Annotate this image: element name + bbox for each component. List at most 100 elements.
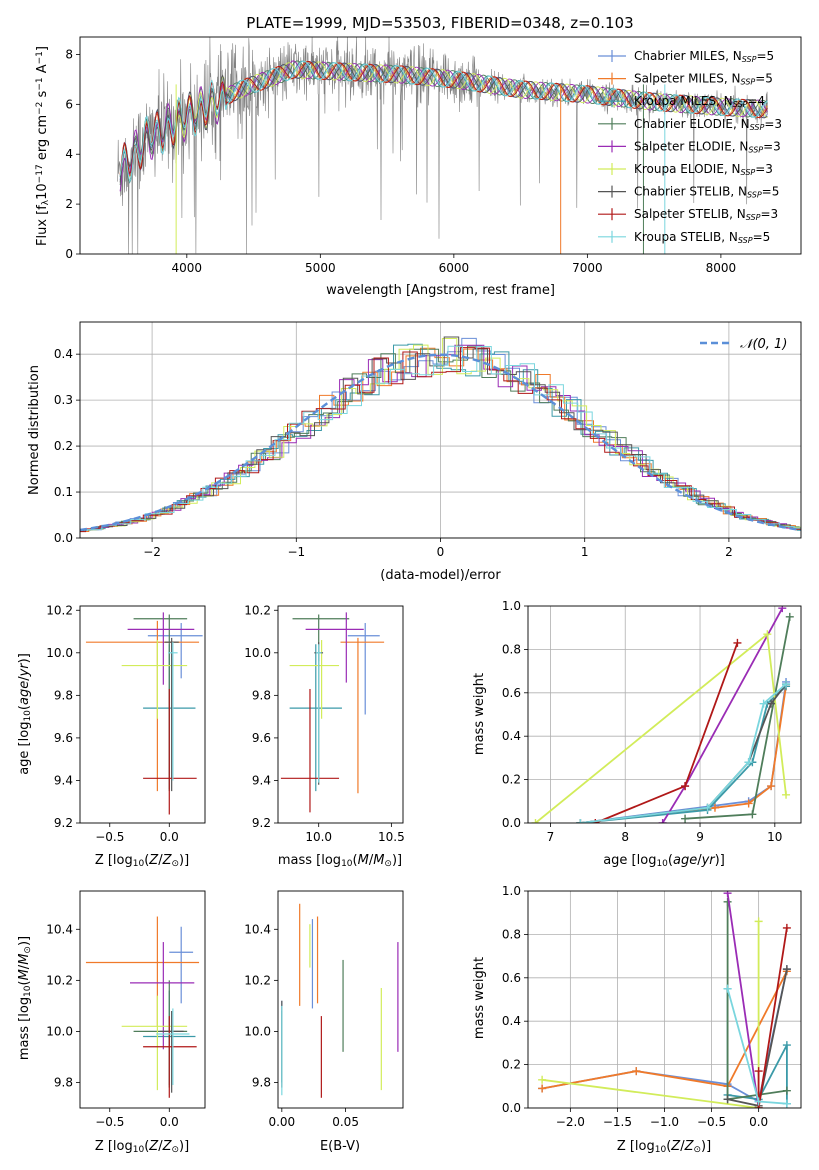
x-tick-label: 10.5 xyxy=(378,830,405,844)
legend-normal-label: 𝒩(0, 1) xyxy=(740,337,787,352)
y-tick-label: 9.4 xyxy=(54,773,73,787)
weight-marker xyxy=(778,606,787,613)
x-axis-label: Z [log10(Z/Z⊙)] xyxy=(617,1139,711,1155)
x-tick-label: 5000 xyxy=(305,261,336,275)
y-tick-label: 0.2 xyxy=(54,439,73,453)
y-tick-label: 0.3 xyxy=(54,393,73,407)
weight-line xyxy=(726,988,788,1104)
weight-marker xyxy=(723,1095,732,1104)
errorbar-point xyxy=(340,637,385,794)
x-tick-label: 0.05 xyxy=(332,1115,359,1129)
x-tick-label: 8 xyxy=(621,830,629,844)
weight-marker xyxy=(782,1099,791,1108)
y-tick-label: 10.2 xyxy=(46,603,73,617)
errorbar-point xyxy=(315,644,322,783)
y-tick-label: 9.4 xyxy=(252,773,271,787)
y-tick-label: 10.2 xyxy=(244,973,271,987)
weight-marker xyxy=(782,923,791,932)
x-tick-label: 9 xyxy=(696,830,704,844)
histogram-step xyxy=(80,347,801,532)
y-tick-label: 0.1 xyxy=(54,485,73,499)
weight-marker xyxy=(782,1041,791,1050)
axes-frame xyxy=(277,605,404,824)
x-axis-label: wavelength [Angstrom, rest frame] xyxy=(326,283,555,298)
model-line xyxy=(119,61,768,183)
axes-frame xyxy=(79,890,206,1109)
y-tick-label: 0.6 xyxy=(502,971,521,985)
weight-marker xyxy=(754,1097,763,1106)
y-tick-label: 0.2 xyxy=(502,773,521,787)
histogram-step xyxy=(80,336,801,532)
weight-line xyxy=(726,988,787,1105)
errorbar-point xyxy=(292,614,350,662)
axes-age_vs_mass: 10.0 10.5 9.2 9.4 9.6 9.8 10.0 10.2 xyxy=(244,603,404,844)
y-tick-label: 0.8 xyxy=(502,642,521,656)
weight-marker xyxy=(748,810,757,819)
x-tick-label: −2 xyxy=(143,545,161,559)
errorbar-point xyxy=(156,1008,190,1086)
legend-label: Chabrier ELODIE, NSSP=3 xyxy=(634,117,782,132)
x-tick-label: −2.0 xyxy=(556,1115,585,1129)
errorbar-point xyxy=(168,642,178,781)
weight-marker xyxy=(681,782,690,791)
y-tick-label: 0.6 xyxy=(502,686,521,700)
weight-marker xyxy=(782,965,791,974)
axes-frame xyxy=(79,321,802,539)
errorbar-point xyxy=(305,612,364,683)
weight-marker xyxy=(754,917,763,926)
plot-area-age_vs_mass xyxy=(280,612,385,813)
errorbar-point xyxy=(130,942,195,1050)
plot-area-weight_vs_Z xyxy=(528,891,801,1108)
weight-line xyxy=(726,893,760,1108)
x-tick-label: −1.0 xyxy=(650,1115,679,1129)
errorbar-point xyxy=(121,640,188,719)
y-tick-label: 2 xyxy=(65,197,73,211)
plot-area-weight_vs_age xyxy=(528,606,801,823)
x-axis-label: E(B-V) xyxy=(320,1139,360,1154)
x-axis-label: (data-model)/error xyxy=(380,568,501,583)
axes-frame xyxy=(527,890,802,1109)
x-tick-label: 0.0 xyxy=(160,830,179,844)
axes-mass_vs_ebv: 0.00 0.05 9.8 10.0 10.2 10.4 xyxy=(244,890,404,1129)
axes-frame xyxy=(527,605,802,824)
y-axis-label: mass weight xyxy=(472,673,487,755)
weight-marker xyxy=(785,612,794,621)
weight-marker xyxy=(782,680,791,689)
x-tick-label: 10 xyxy=(767,830,782,844)
y-tick-label: 10.2 xyxy=(244,603,271,617)
legend-label: Chabrier STELIB, NSSP=5 xyxy=(634,185,779,200)
x-tick-label: 0 xyxy=(437,545,445,559)
weight-marker xyxy=(723,891,732,898)
y-axis-label: Flux [fλ10−17 erg cm−2 s−1 A−1] xyxy=(35,46,51,246)
weight-line xyxy=(541,921,760,1108)
axes-frame xyxy=(277,890,404,1109)
weight-marker xyxy=(710,803,719,812)
x-axis-label: Z [log10(Z/Z⊙)] xyxy=(95,1139,189,1155)
errorbar-point xyxy=(169,926,194,1004)
x-tick-label: −1 xyxy=(287,545,305,559)
x-tick-label: 10.0 xyxy=(305,830,332,844)
y-tick-label: 0.8 xyxy=(502,927,521,941)
legend-label: Chabrier MILES, NSSP=5 xyxy=(634,49,774,64)
model-line xyxy=(119,60,768,176)
x-tick-label: 2 xyxy=(725,545,733,559)
weight-marker xyxy=(744,758,753,767)
x-tick-label: 7000 xyxy=(572,261,603,275)
y-axis-label: mass weight xyxy=(472,957,487,1039)
axes-mass_vs_Z: −0.5 0.0 9.8 10.0 10.2 10.4 xyxy=(46,890,206,1129)
histogram-step xyxy=(80,345,801,531)
weight-marker xyxy=(576,819,585,823)
weight-marker xyxy=(767,699,776,708)
y-tick-label: 0 xyxy=(65,247,73,261)
y-axis-label: age [log10(age/yr)] xyxy=(17,653,33,775)
x-tick-label: 7 xyxy=(547,830,555,844)
x-tick-label: 4000 xyxy=(172,261,203,275)
errorbar-point xyxy=(85,916,200,1027)
errorbar-point xyxy=(289,644,342,792)
y-tick-label: 1.0 xyxy=(502,884,521,898)
x-tick-label: −0.5 xyxy=(95,830,124,844)
axes-residuals: −2 −1 0 1 2 0.0 0.1 0.2 0.3 0.4 xyxy=(54,321,802,559)
y-tick-label: 4 xyxy=(65,147,73,161)
weight-marker xyxy=(759,699,768,708)
weight-marker xyxy=(782,1086,791,1095)
